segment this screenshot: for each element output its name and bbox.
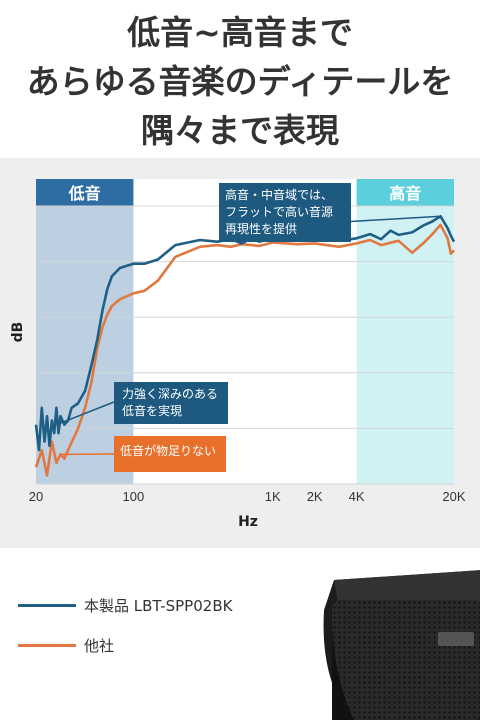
legend-label-competitor: 他社 — [84, 636, 115, 655]
headline-line-1: 低音~高音まで — [127, 13, 353, 52]
legend-item-competitor: 他社 — [18, 634, 232, 656]
speaker-product-image — [323, 570, 480, 720]
legend-label-product: 本製品 LBT-SPP02BK — [84, 596, 233, 615]
region-label-0: 低音 — [68, 184, 101, 203]
legend-item-product: 本製品 LBT-SPP02BK — [18, 594, 232, 616]
region-header-1 — [356, 179, 454, 206]
callout-leader — [56, 401, 115, 426]
callout-bass-weak: 低音が物足りない — [114, 436, 226, 472]
x-tick-label: 4K — [349, 489, 365, 504]
y-axis-title: dB — [10, 322, 26, 343]
series-line-1 — [34, 223, 455, 477]
callout-mid-high-text: 高音・中音域では、 フラットで高い音源 再現性を提供 — [225, 188, 334, 236]
x-tick-label: 20K — [442, 489, 465, 504]
callout-bass-strong-text: 力強く深みのある 低音を実現 — [122, 387, 219, 418]
x-tick-label: 100 — [123, 489, 145, 504]
legend-swatch-competitor — [18, 643, 76, 647]
region-band-0 — [36, 179, 134, 484]
brand-badge — [438, 632, 474, 646]
region-header-0 — [36, 179, 134, 206]
headline-line-2: あらゆる音楽のディテールを — [26, 62, 454, 101]
x-tick-label: 20 — [29, 489, 43, 504]
series-line-0 — [34, 215, 456, 452]
callout-leader — [341, 215, 441, 223]
headline-line-3: 隅々まで表現 — [141, 111, 339, 150]
x-tick-label: 1K — [265, 489, 281, 504]
headline: 低音~高音まで あらゆる音楽のディテールを 隅々まで表現 — [0, 8, 480, 155]
legend-swatch-product — [18, 603, 76, 607]
legend: 本製品 LBT-SPP02BK 他社 — [18, 594, 232, 674]
x-tick-label: 2K — [307, 489, 323, 504]
callout-bass-strong: 力強く深みのある 低音を実現 — [114, 382, 228, 424]
x-axis-title: Hz — [238, 514, 258, 530]
callout-bass-weak-text: 低音が物足りない — [120, 444, 217, 458]
callout-mid-high: 高音・中音域では、 フラットで高い音源 再現性を提供 — [219, 183, 351, 242]
region-label-1: 高音 — [389, 184, 421, 203]
